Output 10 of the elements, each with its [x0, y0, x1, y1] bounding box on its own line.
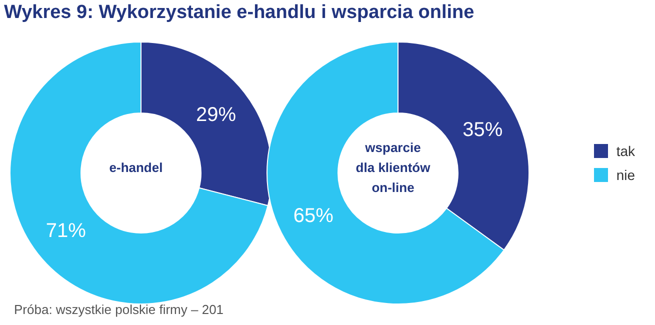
text: Próba: wszystkie polskie firmy – 201	[14, 302, 224, 317]
slice-label: e-handel	[108, 159, 164, 177]
data-label: 35%	[462, 118, 503, 141]
slice-label: wsparcie dla klientów on-line	[354, 139, 432, 197]
chart-title: Wykres 9: Wykorzystanie e-handlu i wsparcia online	[4, 2, 474, 24]
legend-label: tak	[616, 142, 635, 158]
data-label: 71%	[46, 220, 86, 242]
data-label: 65%	[293, 205, 334, 228]
legend-label: nie	[616, 166, 635, 182]
data-label: 29%	[196, 104, 236, 126]
